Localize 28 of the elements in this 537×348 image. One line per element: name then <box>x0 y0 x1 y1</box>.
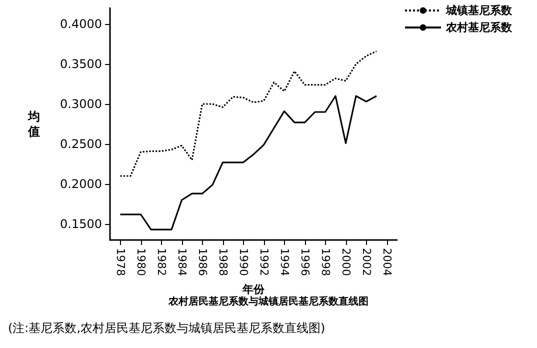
text: 农村居民基尼系数与城镇居民基尼系数直线图 <box>168 296 368 308</box>
x-tick-label: 2000 <box>339 248 352 276</box>
text: (注:基尼系数,农村居民基尼系数与城镇居民基尼系数直线图) <box>8 321 326 335</box>
x-tick-label: 1998 <box>318 248 332 276</box>
y-tick-label: 0.3000 <box>60 97 102 111</box>
y-tick-label: 0.3500 <box>60 57 102 71</box>
x-tick-label: 2004 <box>380 248 394 276</box>
x-tick-label: 1980 <box>134 248 148 276</box>
y-tick-label: 0.2500 <box>60 137 102 151</box>
y-tick-label: 0.4000 <box>60 17 102 31</box>
x-tick-label: 2002 <box>360 248 373 276</box>
x-tick-label: 1988 <box>216 248 230 276</box>
x-tick-label: 1982 <box>154 248 168 276</box>
x-axis-title: 年份 <box>242 283 266 296</box>
y-tick-label: 0.2000 <box>60 177 102 191</box>
line-series <box>119 95 378 230</box>
x-tick-label: 1996 <box>298 248 312 276</box>
x-tick-label: 1984 <box>175 248 188 276</box>
legend-label: 城镇基尼系数 <box>445 4 513 17</box>
x-tick-label: 1990 <box>236 248 250 276</box>
legend-label: 农村基尼系数 <box>445 21 513 34</box>
y-axis-title: 均值 <box>27 110 40 138</box>
x-tick-label: 1986 <box>196 248 209 276</box>
line-series <box>119 50 378 177</box>
y-tick-label: 0.1500 <box>60 217 102 231</box>
x-tick-label: 1994 <box>278 248 291 276</box>
x-tick-label: 1978 <box>114 248 127 276</box>
x-tick-label: 1992 <box>257 248 270 276</box>
